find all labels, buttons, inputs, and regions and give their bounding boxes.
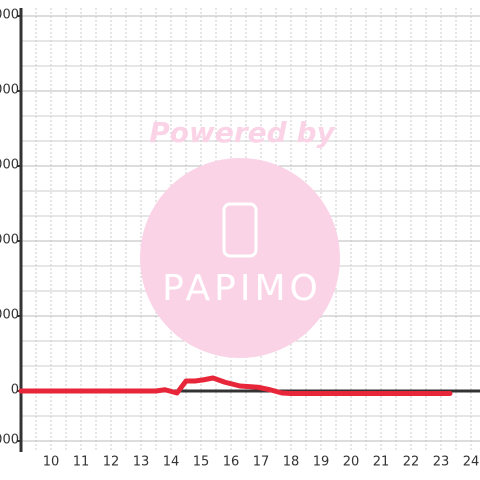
x-tick-label: 17	[253, 455, 270, 470]
x-tick-label: 10	[43, 455, 60, 470]
x-tick-label: 16	[223, 455, 240, 470]
x-tick-label: 24	[463, 455, 480, 470]
x-tick-label: 12	[103, 455, 120, 470]
x-tick-label: 20	[343, 455, 360, 470]
x-tick-label: 13	[133, 455, 150, 470]
y-tick-label: 150,000	[0, 8, 19, 23]
x-tick-label: 15	[193, 455, 210, 470]
y-tick-label: 30,000	[0, 308, 19, 323]
x-tick-label: 18	[283, 455, 300, 470]
watermark-phone	[222, 202, 258, 258]
y-tick-label: 60,000	[0, 233, 19, 248]
x-tick-label: 19	[313, 455, 330, 470]
x-tick-label: 22	[403, 455, 420, 470]
x-tick-label: 23	[433, 455, 450, 470]
y-tick-label: 90,000	[0, 158, 19, 173]
x-tick-label: 14	[163, 455, 180, 470]
x-tick-label: 21	[373, 455, 390, 470]
data-line	[18, 375, 453, 396]
y-tick-label: -20,000	[0, 433, 19, 448]
watermark-text: Powered by	[149, 116, 336, 149]
y-tick-label: 0	[11, 383, 19, 398]
watermark-circle	[140, 158, 340, 358]
watermark-logo: PAPIMO	[162, 268, 322, 309]
x-tick-label: 11	[73, 455, 90, 470]
y-tick-label: 120,000	[0, 83, 19, 98]
